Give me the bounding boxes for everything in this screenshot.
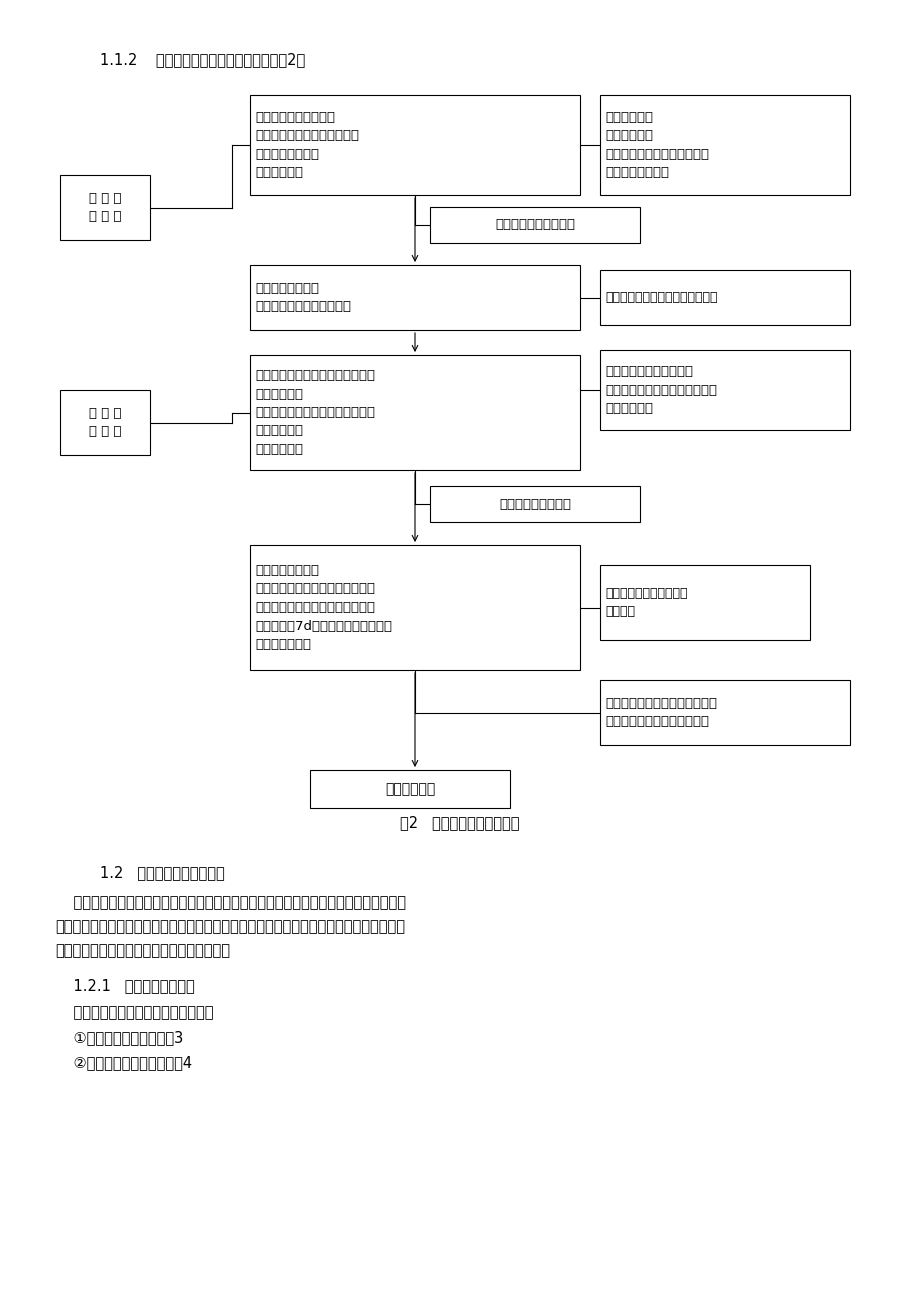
- Text: 1.2   公路路线放样质量控制: 1.2 公路路线放样质量控制: [100, 865, 224, 880]
- Text: 路 基 施
工 阶 段: 路 基 施 工 阶 段: [88, 191, 121, 223]
- Text: 1.2.1   路线放样质量控制: 1.2.1 路线放样质量控制: [55, 978, 195, 993]
- Bar: [250, 266, 579, 329]
- Text: 检验合格签署工序报验单
并填写各项工程质量检验评定表
进入路面施工: 检验合格签署工序报验单 并填写各项工程质量检验评定表 进入路面施工: [605, 365, 716, 415]
- Text: 熟悉工程内容
编写监理规划
了解业主移交土地使用权情况
准备召开工地会议: 熟悉工程内容 编写监理规划 了解业主移交土地使用权情况 准备召开工地会议: [605, 111, 709, 180]
- Text: 路槽或下乘层检查
监理旁站、监督试验段施工，现场
检查混合料成分及沥青含量并进行
强度试验（7d无侧限），检测各项几
何指标及压实度: 路槽或下乘层检查 监理旁站、监督试验段施工，现场 检查混合料成分及沥青含量并进行…: [255, 564, 391, 651]
- Bar: [599, 95, 849, 195]
- Bar: [429, 486, 640, 522]
- Bar: [250, 355, 579, 470]
- Bar: [599, 565, 809, 641]
- Bar: [250, 95, 579, 195]
- Text: （施工阶段监理详见各分
项工程）: （施工阶段监理详见各分 项工程）: [605, 587, 686, 618]
- Bar: [429, 207, 640, 243]
- Text: 监理试验路段施工
检测路基几何尺寸及压实度: 监理试验路段施工 检测路基几何尺寸及压实度: [255, 281, 351, 314]
- Text: 公路路线放样是按设计图纸，在施工承包合同正式生效后进行。路线放样前施工承包人
应全面熟悉设计文件，接受监理工程师或设计单位交给的导线桩、水准点设计的逐桩坐标资
: 公路路线放样是按设计图纸，在施工承包合同正式生效后进行。路线放样前施工承包人 应…: [55, 894, 405, 958]
- Text: ②设计单位直接交桩，见图4: ②设计单位直接交桩，见图4: [55, 1055, 192, 1070]
- Bar: [310, 769, 509, 809]
- Text: （一）导线桩、水准点交换工作流程: （一）导线桩、水准点交换工作流程: [55, 1005, 213, 1019]
- Text: 图2   路基路面监理工作流程: 图2 路基路面监理工作流程: [400, 815, 519, 831]
- Text: 批准不批准开工报告: 批准不批准开工报告: [498, 497, 571, 510]
- Text: 审核路面施工工艺流程及各结构物
混合料配合比
检查承包人机具设备、试验设备及
自检体系情况
复核施工放样: 审核路面施工工艺流程及各结构物 混合料配合比 检查承包人机具设备、试验设备及 自…: [255, 368, 375, 456]
- Text: 审核路基施工工艺流程
检查承包人机具设备、试验设
备及自检体系情况
复核施工放样: 审核路基施工工艺流程 检查承包人机具设备、试验设 备及自检体系情况 复核施工放样: [255, 111, 358, 180]
- Bar: [599, 270, 849, 326]
- Text: 路 面 施
工 阶 段: 路 面 施 工 阶 段: [88, 406, 121, 439]
- Text: 1.1.2    路基路面工程监理工作流程，见图2。: 1.1.2 路基路面工程监理工作流程，见图2。: [100, 52, 305, 68]
- Bar: [250, 546, 579, 671]
- Bar: [60, 174, 150, 240]
- Text: 工程竣工验收: 工程竣工验收: [384, 783, 435, 796]
- Bar: [599, 680, 849, 745]
- Text: ①监理工程师交桩，见图3: ①监理工程师交桩，见图3: [55, 1030, 183, 1046]
- Bar: [60, 391, 150, 454]
- Text: （施工阶段监理详见各分项工程）: （施工阶段监理详见各分项工程）: [605, 292, 717, 303]
- Text: 批准或不批准开工报告: 批准或不批准开工报告: [494, 219, 574, 232]
- Bar: [599, 350, 849, 430]
- Text: 逐层逐段检验签署工序报检，并
填写分项工程质量检验评定表: 逐层逐段检验签署工序报检，并 填写分项工程质量检验评定表: [605, 697, 716, 728]
